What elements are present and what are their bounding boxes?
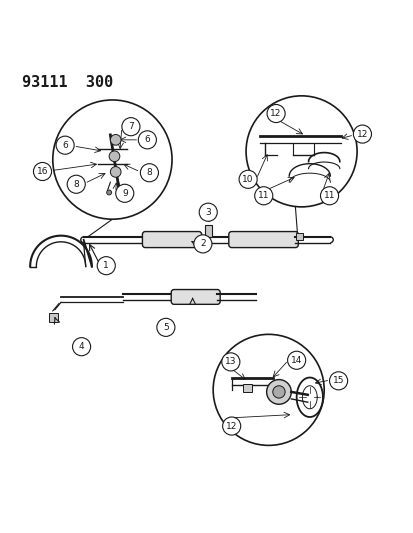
Text: 4: 4 [78,342,84,351]
Circle shape [245,96,356,207]
FancyBboxPatch shape [228,231,298,248]
Circle shape [157,318,175,336]
Circle shape [109,151,119,161]
Circle shape [213,334,323,446]
Circle shape [320,187,338,205]
Text: 15: 15 [332,376,344,385]
Circle shape [110,167,121,177]
FancyBboxPatch shape [296,233,302,240]
Text: 6: 6 [144,135,150,144]
Text: 12: 12 [270,109,281,118]
Text: 16: 16 [37,167,48,176]
Circle shape [238,170,256,188]
Text: 2: 2 [199,239,205,248]
Circle shape [353,125,370,143]
Circle shape [115,184,133,203]
Text: 12: 12 [356,130,367,139]
FancyBboxPatch shape [171,289,220,304]
FancyBboxPatch shape [142,231,201,248]
Circle shape [67,175,85,193]
Circle shape [254,187,272,205]
FancyBboxPatch shape [49,313,58,321]
Circle shape [72,337,90,356]
Circle shape [272,386,285,398]
FancyBboxPatch shape [205,225,212,237]
Text: 8: 8 [146,168,152,177]
Text: 8: 8 [73,180,79,189]
Circle shape [110,134,121,145]
Text: 5: 5 [163,323,169,332]
Circle shape [53,100,172,219]
FancyBboxPatch shape [242,384,251,392]
Text: 6: 6 [62,141,68,150]
Circle shape [266,104,285,123]
Circle shape [140,164,158,182]
Circle shape [199,203,217,221]
Text: 9: 9 [121,189,127,198]
Circle shape [222,417,240,435]
Text: 10: 10 [242,175,253,184]
Text: 12: 12 [225,422,237,431]
Text: 7: 7 [128,122,133,131]
Text: 14: 14 [290,356,301,365]
Circle shape [107,190,112,195]
Circle shape [329,372,347,390]
Circle shape [221,353,239,371]
Text: 11: 11 [257,191,269,200]
Circle shape [33,163,52,181]
Circle shape [266,379,291,404]
Text: 3: 3 [205,208,211,217]
Circle shape [119,190,123,195]
Text: 93111  300: 93111 300 [22,75,113,90]
Text: 11: 11 [323,191,335,200]
Circle shape [121,118,140,136]
Circle shape [97,256,115,274]
Circle shape [193,235,211,253]
Text: 1: 1 [103,261,109,270]
Circle shape [56,136,74,154]
Text: 13: 13 [225,358,236,366]
Circle shape [287,351,305,369]
Circle shape [138,131,156,149]
